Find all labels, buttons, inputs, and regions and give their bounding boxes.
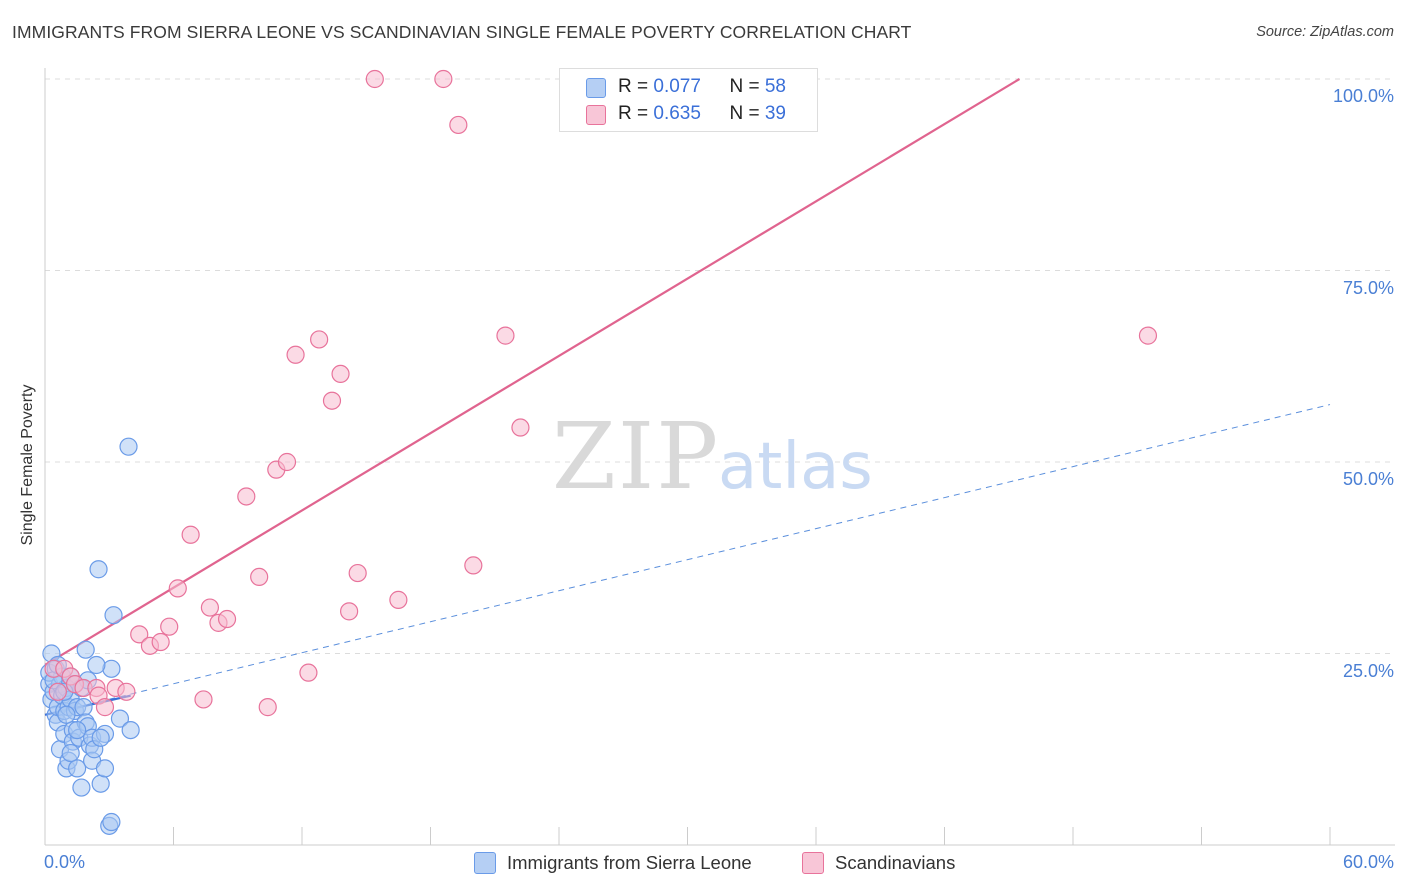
- trend-line-sierra-leone-dashed: [44, 404, 1331, 716]
- chart-title: IMMIGRANTS FROM SIERRA LEONE VS SCANDINA…: [12, 22, 912, 42]
- data-point: [91, 728, 110, 747]
- correlation-legend: R = 0.077 N = 58 R = 0.635 N = 39: [559, 68, 818, 132]
- trend-lines: [44, 78, 1331, 716]
- series-swatch-pink: [802, 852, 824, 874]
- data-point: [87, 655, 106, 675]
- watermark: ZIP atlas: [552, 403, 873, 510]
- data-point: [102, 659, 121, 678]
- data-point: [299, 663, 318, 682]
- legend-r-value: 0.635: [653, 103, 701, 124]
- trend-line-scandinavians: [44, 78, 1021, 666]
- x-tick-label-max: 60.0%: [1342, 852, 1394, 872]
- data-point: [151, 632, 170, 652]
- data-point: [496, 326, 515, 345]
- data-point: [365, 69, 384, 89]
- data-point: [95, 698, 115, 717]
- y-tick-label: 100.0%: [1332, 86, 1394, 106]
- watermark-zip: ZIP: [552, 403, 720, 510]
- y-tick-label: 50.0%: [1342, 469, 1394, 489]
- legend-r-label: R =: [618, 76, 654, 97]
- data-point: [181, 525, 200, 544]
- data-point: [102, 812, 121, 832]
- data-point: [449, 115, 468, 135]
- data-point: [322, 391, 342, 410]
- data-point: [340, 602, 359, 621]
- legend-n-value: 39: [764, 103, 786, 124]
- data-point: [95, 759, 115, 778]
- data-point: [72, 778, 91, 797]
- data-point: [1138, 326, 1158, 345]
- data-point: [511, 418, 530, 437]
- y-tick-label: 75.0%: [1342, 277, 1394, 298]
- data-point: [74, 698, 93, 717]
- data-point: [91, 774, 110, 793]
- data-point: [76, 640, 95, 659]
- data-point: [119, 437, 138, 456]
- data-points: [40, 69, 1158, 835]
- data-point: [348, 563, 367, 583]
- series-scandinavians-points: [44, 69, 1158, 717]
- data-point: [250, 567, 269, 587]
- data-point: [258, 698, 277, 717]
- data-point: [286, 345, 305, 364]
- axes: [44, 68, 1395, 846]
- source-credit: Source: ZipAtlas.com: [1256, 24, 1394, 40]
- series-swatch-blue: [474, 852, 496, 874]
- data-point: [194, 690, 213, 709]
- data-point: [61, 743, 80, 763]
- data-point: [464, 556, 483, 575]
- data-point: [89, 560, 108, 579]
- data-point: [434, 69, 453, 89]
- legend-n-label: N =: [729, 103, 765, 124]
- data-point: [168, 579, 187, 598]
- data-point: [121, 720, 140, 740]
- data-point: [130, 625, 149, 644]
- legend-r-value: 0.077: [653, 76, 701, 97]
- data-point: [110, 709, 130, 728]
- watermark-atlas: atlas: [718, 430, 873, 504]
- data-point: [217, 609, 237, 629]
- legend-swatch-pink: [586, 105, 606, 125]
- x-tick-label-min: 0.0%: [44, 852, 86, 872]
- series-label: Immigrants from Sierra Leone: [507, 852, 752, 873]
- data-point: [117, 682, 136, 701]
- data-point: [389, 590, 408, 609]
- y-tick-label: 25.0%: [1342, 660, 1394, 681]
- data-point: [48, 682, 67, 701]
- legend-n-value: 58: [764, 76, 786, 97]
- gridlines: [45, 78, 1395, 654]
- data-point: [237, 487, 256, 506]
- legend-swatch-blue: [586, 78, 606, 98]
- series-sierra-leone-points: [40, 437, 140, 835]
- data-point: [200, 598, 220, 617]
- legend-r-label: R =: [618, 103, 654, 124]
- data-point: [160, 617, 179, 636]
- legend-n-label: N =: [729, 76, 765, 97]
- data-point: [277, 452, 297, 472]
- data-point: [57, 705, 76, 724]
- data-point: [310, 330, 329, 349]
- data-point: [331, 364, 350, 384]
- data-point: [68, 720, 87, 740]
- data-point: [68, 759, 87, 778]
- data-point: [104, 606, 123, 625]
- series-label: Scandinavians: [835, 852, 956, 873]
